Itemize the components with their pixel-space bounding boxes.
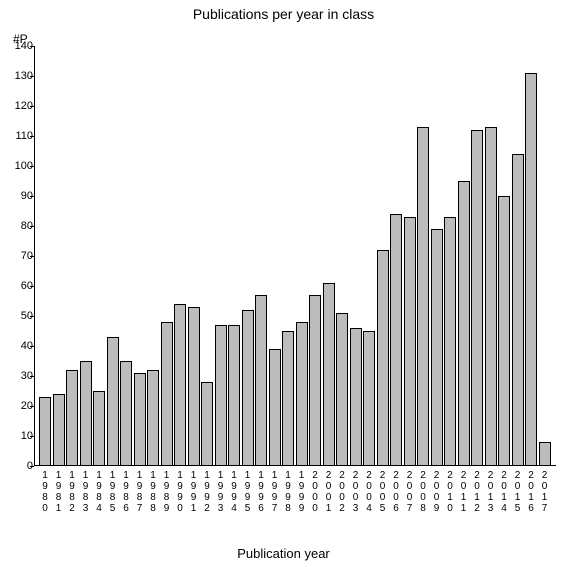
bar	[512, 154, 524, 466]
bar	[147, 370, 159, 466]
bar	[215, 325, 227, 466]
x-axis-labels: 1980198119821983198419851986198719881989…	[34, 470, 556, 530]
x-tick-label: 1991	[188, 470, 200, 514]
x-tick-label: 1989	[161, 470, 173, 514]
bar	[539, 442, 551, 466]
x-tick-label: 2000	[309, 470, 321, 514]
x-tick-label: 1981	[53, 470, 65, 514]
x-tick-label: 2002	[336, 470, 348, 514]
x-tick-label: 2014	[498, 470, 510, 514]
y-tick-mark	[30, 466, 34, 467]
bar	[363, 331, 375, 466]
bar	[255, 295, 267, 466]
y-tick-label: 80	[5, 220, 33, 232]
x-tick-label: 1985	[107, 470, 119, 514]
bar	[323, 283, 335, 466]
bar	[242, 310, 254, 466]
x-tick-label: 1982	[66, 470, 78, 514]
x-tick-label: 2015	[512, 470, 524, 514]
x-tick-label: 2010	[444, 470, 456, 514]
bar	[350, 328, 362, 466]
bar	[282, 331, 294, 466]
chart-title: Publications per year in class	[0, 6, 567, 22]
bar	[228, 325, 240, 466]
y-tick-label: 100	[5, 160, 33, 172]
bar	[174, 304, 186, 466]
x-tick-label: 1983	[80, 470, 92, 514]
bar	[471, 130, 483, 466]
y-tick-label: 10	[5, 430, 33, 442]
x-tick-label: 2007	[404, 470, 416, 514]
x-tick-label: 1988	[147, 470, 159, 514]
x-tick-label: 1996	[255, 470, 267, 514]
y-tick-label: 110	[5, 130, 33, 142]
bar	[444, 217, 456, 466]
bar	[309, 295, 321, 466]
bar	[498, 196, 510, 466]
bar	[485, 127, 497, 466]
publications-bar-chart: Publications per year in class #P 010203…	[0, 0, 567, 567]
y-tick-label: 70	[5, 250, 33, 262]
x-tick-label: 2011	[458, 470, 470, 514]
x-tick-label: 1984	[93, 470, 105, 514]
bar	[431, 229, 443, 466]
bar	[269, 349, 281, 466]
x-tick-label: 1995	[242, 470, 254, 514]
bar	[39, 397, 51, 466]
x-tick-label: 2004	[363, 470, 375, 514]
x-tick-label: 2017	[539, 470, 551, 514]
x-tick-label: 1993	[215, 470, 227, 514]
bar	[53, 394, 65, 466]
y-tick-label: 50	[5, 310, 33, 322]
bar	[390, 214, 402, 466]
x-tick-label: 2005	[377, 470, 389, 514]
bar	[336, 313, 348, 466]
bar	[377, 250, 389, 466]
x-tick-label: 1987	[134, 470, 146, 514]
bar	[107, 337, 119, 466]
bar	[93, 391, 105, 466]
x-axis-title: Publication year	[0, 546, 567, 561]
y-tick-label: 130	[5, 70, 33, 82]
x-tick-label: 1986	[120, 470, 132, 514]
x-tick-label: 1998	[282, 470, 294, 514]
bar	[525, 73, 537, 466]
x-tick-label: 1999	[296, 470, 308, 514]
x-tick-label: 2016	[525, 470, 537, 514]
bar	[134, 373, 146, 466]
y-tick-label: 140	[5, 40, 33, 52]
x-tick-label: 2003	[350, 470, 362, 514]
y-tick-label: 120	[5, 100, 33, 112]
y-tick-label: 30	[5, 370, 33, 382]
bar	[120, 361, 132, 466]
bar	[161, 322, 173, 466]
bar	[417, 127, 429, 466]
bar	[188, 307, 200, 466]
bar	[80, 361, 92, 466]
x-tick-label: 2013	[485, 470, 497, 514]
x-tick-label: 2006	[390, 470, 402, 514]
bar	[201, 382, 213, 466]
x-tick-label: 2001	[323, 470, 335, 514]
x-tick-label: 1997	[269, 470, 281, 514]
x-tick-label: 1994	[228, 470, 240, 514]
bar	[458, 181, 470, 466]
x-tick-label: 1990	[174, 470, 186, 514]
x-tick-label: 1992	[201, 470, 213, 514]
x-tick-label: 1980	[39, 470, 51, 514]
x-tick-label: 2012	[471, 470, 483, 514]
bar	[404, 217, 416, 466]
x-tick-label: 2009	[431, 470, 443, 514]
y-tick-label: 0	[5, 460, 33, 472]
y-tick-label: 40	[5, 340, 33, 352]
x-tick-label: 2008	[417, 470, 429, 514]
y-tick-label: 90	[5, 190, 33, 202]
bar	[66, 370, 78, 466]
bar	[296, 322, 308, 466]
y-tick-label: 60	[5, 280, 33, 292]
y-axis-line	[34, 46, 35, 466]
y-tick-label: 20	[5, 400, 33, 412]
plot-area	[34, 46, 556, 466]
